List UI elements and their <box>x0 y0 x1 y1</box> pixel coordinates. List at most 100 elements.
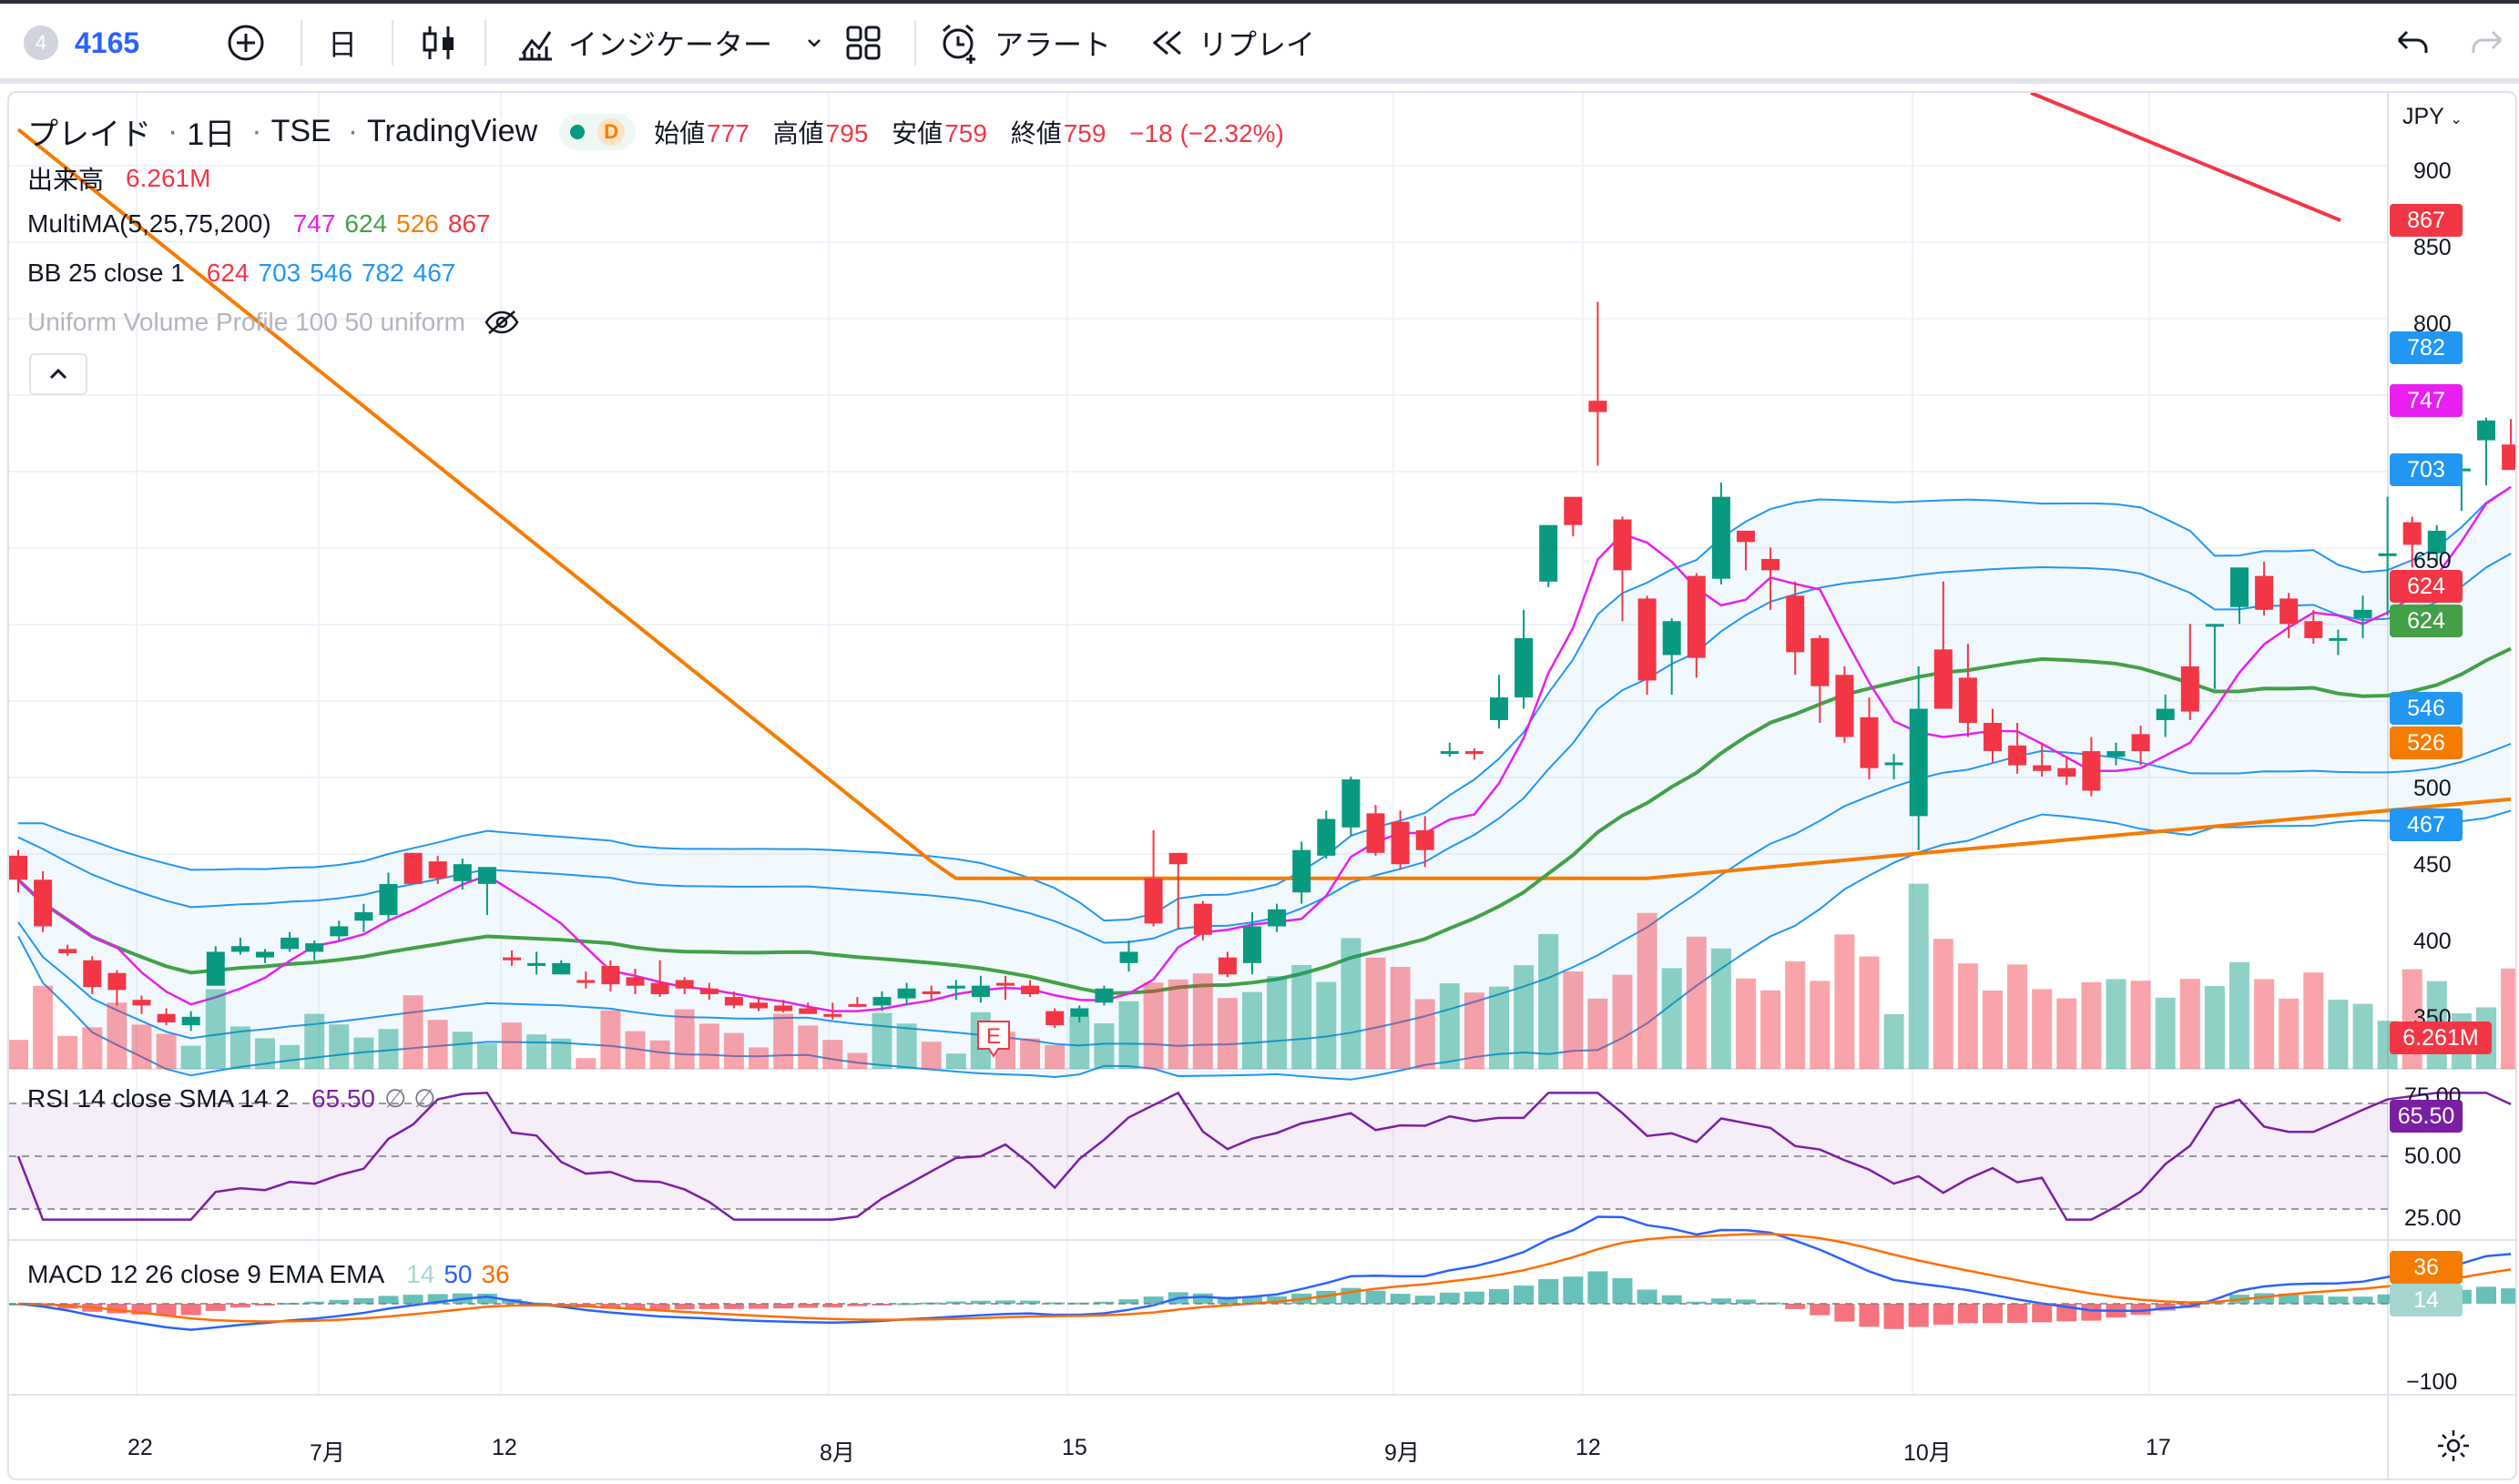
replay-button[interactable]: リプレイ <box>1149 4 1315 82</box>
change-value: −18 (−2.32%) <box>1129 118 1284 147</box>
volume-bar <box>82 1027 103 1069</box>
volume-bar <box>576 1058 597 1069</box>
legend-dot: · <box>168 114 178 148</box>
candle-body <box>9 855 27 880</box>
macd-histogram-bar <box>2130 1304 2151 1316</box>
legend-bollinger[interactable]: BB 25 close 1 624 703 546 782 467 <box>27 259 464 288</box>
volume-bar <box>1192 973 1213 1069</box>
macd-histogram-bar <box>1883 1304 1904 1329</box>
volume-bar <box>1933 939 1953 1069</box>
eye-hidden-icon[interactable] <box>484 309 520 336</box>
chart-type-button[interactable] <box>421 4 457 82</box>
legend-multima[interactable]: MultiMA(5,25,75,200) 747 624 526 867 <box>27 209 500 239</box>
volume-bar <box>1365 957 1386 1069</box>
price-label: 624 <box>2390 605 2463 637</box>
volume-bar <box>1316 981 1337 1069</box>
indicators-button[interactable]: インジケーター <box>515 4 823 82</box>
macd-histogram-bar <box>1489 1288 1509 1304</box>
legend-name: プレイド <box>27 117 151 152</box>
volume-bar <box>2056 998 2077 1069</box>
legend-volume-profile[interactable]: Uniform Volume Profile 100 50 uniform <box>27 308 520 337</box>
candle-body <box>477 867 496 884</box>
volume-bar <box>255 1038 275 1069</box>
ma25-line <box>16 646 2512 995</box>
legend-dot: · <box>251 114 262 148</box>
grid-layout-icon <box>846 25 881 60</box>
candle-body <box>1933 649 1953 709</box>
macd-histogram-bar <box>2032 1304 2053 1323</box>
macd-histogram-bar <box>723 1304 744 1309</box>
volume-bar <box>625 1031 646 1069</box>
compare-button[interactable] <box>226 4 266 82</box>
market-status-badge[interactable]: D <box>559 113 637 150</box>
volume-bar <box>749 1047 769 1069</box>
candle-body <box>799 1008 818 1014</box>
price-chart[interactable]: E <box>9 93 2517 1480</box>
macd-histogram-bar <box>1439 1292 1460 1304</box>
interval-button[interactable]: 日 <box>328 4 357 82</box>
volume-bar <box>452 1032 473 1069</box>
macd-histogram-bar <box>1094 1301 1115 1304</box>
legend-rsi[interactable]: RSI 14 close SMA 14 2 65.50 ∅ ∅ <box>27 1083 445 1113</box>
candle-body <box>1835 675 1854 737</box>
ma25-value: 624 <box>344 209 388 238</box>
volume-bar <box>1217 998 1238 1069</box>
macd-histogram-bar <box>2377 1294 2398 1304</box>
candle-body <box>1070 1008 1089 1017</box>
data-delay-badge: D <box>597 117 626 146</box>
macd-histogram-bar <box>2328 1296 2349 1304</box>
price-label: 867 <box>2390 204 2463 237</box>
macd-label: MACD 12 26 close 9 EMA EMA <box>27 1260 385 1288</box>
alert-button[interactable]: アラート <box>938 4 1111 82</box>
candle-body <box>527 962 546 966</box>
macd-signal-value: 36 <box>481 1260 510 1288</box>
legend-volume[interactable]: 出来高 6.261M <box>27 160 219 197</box>
price-label: 624 <box>2390 570 2463 603</box>
volume-bar <box>304 1013 325 1069</box>
candle-body <box>650 982 669 994</box>
candle-body <box>2131 734 2150 752</box>
volume-bar <box>1439 983 1460 1069</box>
ma-label: MultiMA(5,25,75,200) <box>27 209 271 238</box>
redo-button[interactable] <box>2470 4 2504 82</box>
legend-macd[interactable]: MACD 12 26 close 9 EMA EMA 14 50 36 <box>27 1260 519 1289</box>
candle-body <box>601 965 620 985</box>
candle-body <box>576 980 596 983</box>
macd-histogram-bar <box>1686 1301 1707 1304</box>
time-tick: 9月 <box>1384 1440 1420 1466</box>
candle-body <box>83 960 102 988</box>
collapse-legend-button[interactable] <box>29 353 87 395</box>
candle-body <box>626 977 645 986</box>
open-value: 777 <box>707 118 750 147</box>
rsi-line <box>16 1091 2512 1221</box>
bb-lower-line <box>17 809 2512 1081</box>
volume-bar <box>1489 986 1509 1069</box>
candle-body <box>823 1013 842 1017</box>
volume-bar <box>526 1034 547 1069</box>
macd-histogram-bar <box>1637 1289 1657 1304</box>
volume-bar <box>156 1033 177 1069</box>
price-tick: 400 <box>2413 929 2452 954</box>
price-label: 65.50 <box>2390 1100 2463 1133</box>
candle-body <box>2353 609 2372 619</box>
symbol-search-button[interactable]: 4 4165 <box>24 4 139 82</box>
chart-area[interactable]: E プレイド · 1日 · TSE · TradingView D 始値777 … <box>7 91 2517 1480</box>
redo-icon <box>2472 30 2503 53</box>
interval-label: 日 <box>328 28 358 61</box>
currency-selector[interactable]: JPY ⌄ <box>2402 104 2463 130</box>
replay-label: リプレイ <box>1198 28 1316 61</box>
candle-body <box>1095 988 1114 1003</box>
bb-value-1: 624 <box>206 259 250 287</box>
macd-histogram-bar <box>1957 1304 1978 1324</box>
volume-bar <box>378 1029 399 1069</box>
undo-button[interactable] <box>2395 4 2430 82</box>
settings-gear-icon[interactable] <box>2435 1428 2472 1464</box>
layout-button[interactable] <box>845 4 882 82</box>
macd-histogram-bar <box>1933 1304 1953 1326</box>
indicators-label: インジケーター <box>568 28 773 61</box>
volume-bar <box>229 1026 250 1069</box>
high-label: 高値 <box>772 118 824 147</box>
macd-histogram-bar <box>378 1296 399 1304</box>
candle-body <box>552 962 571 975</box>
candle-body <box>750 1002 768 1009</box>
